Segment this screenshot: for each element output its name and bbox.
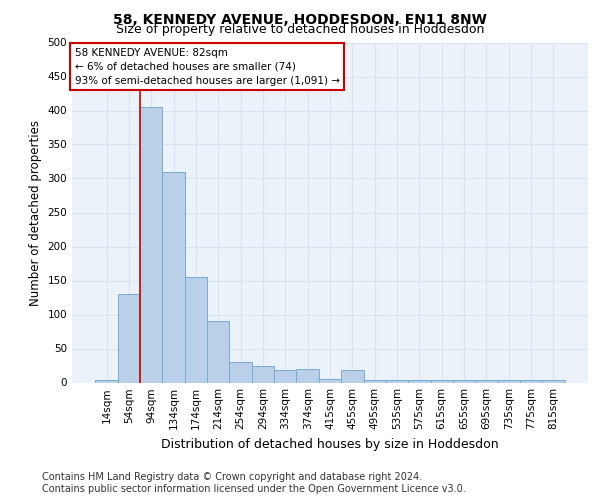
Bar [453,380,475,382]
Text: 58, KENNEDY AVENUE, HODDESDON, EN11 8NW: 58, KENNEDY AVENUE, HODDESDON, EN11 8NW [113,12,487,26]
Bar [140,107,163,382]
Bar [475,380,497,382]
Y-axis label: Number of detached properties: Number of detached properties [29,120,42,306]
X-axis label: Distribution of detached houses by size in Hoddesdon: Distribution of detached houses by size … [161,438,499,451]
Bar [341,370,364,382]
Bar [207,322,229,382]
Bar [95,380,118,382]
Bar [274,370,296,382]
Bar [497,380,520,382]
Bar [386,380,408,382]
Text: Contains HM Land Registry data © Crown copyright and database right 2024.
Contai: Contains HM Land Registry data © Crown c… [42,472,466,494]
Bar [364,380,386,382]
Text: Size of property relative to detached houses in Hoddesdon: Size of property relative to detached ho… [116,22,484,36]
Bar [252,366,274,382]
Bar [118,294,140,382]
Bar [296,369,319,382]
Bar [542,380,565,382]
Text: 58 KENNEDY AVENUE: 82sqm
← 6% of detached houses are smaller (74)
93% of semi-de: 58 KENNEDY AVENUE: 82sqm ← 6% of detache… [74,48,340,86]
Bar [185,277,207,382]
Bar [431,380,453,382]
Bar [520,380,542,382]
Bar [319,379,341,382]
Bar [163,172,185,382]
Bar [229,362,252,382]
Bar [408,380,431,382]
